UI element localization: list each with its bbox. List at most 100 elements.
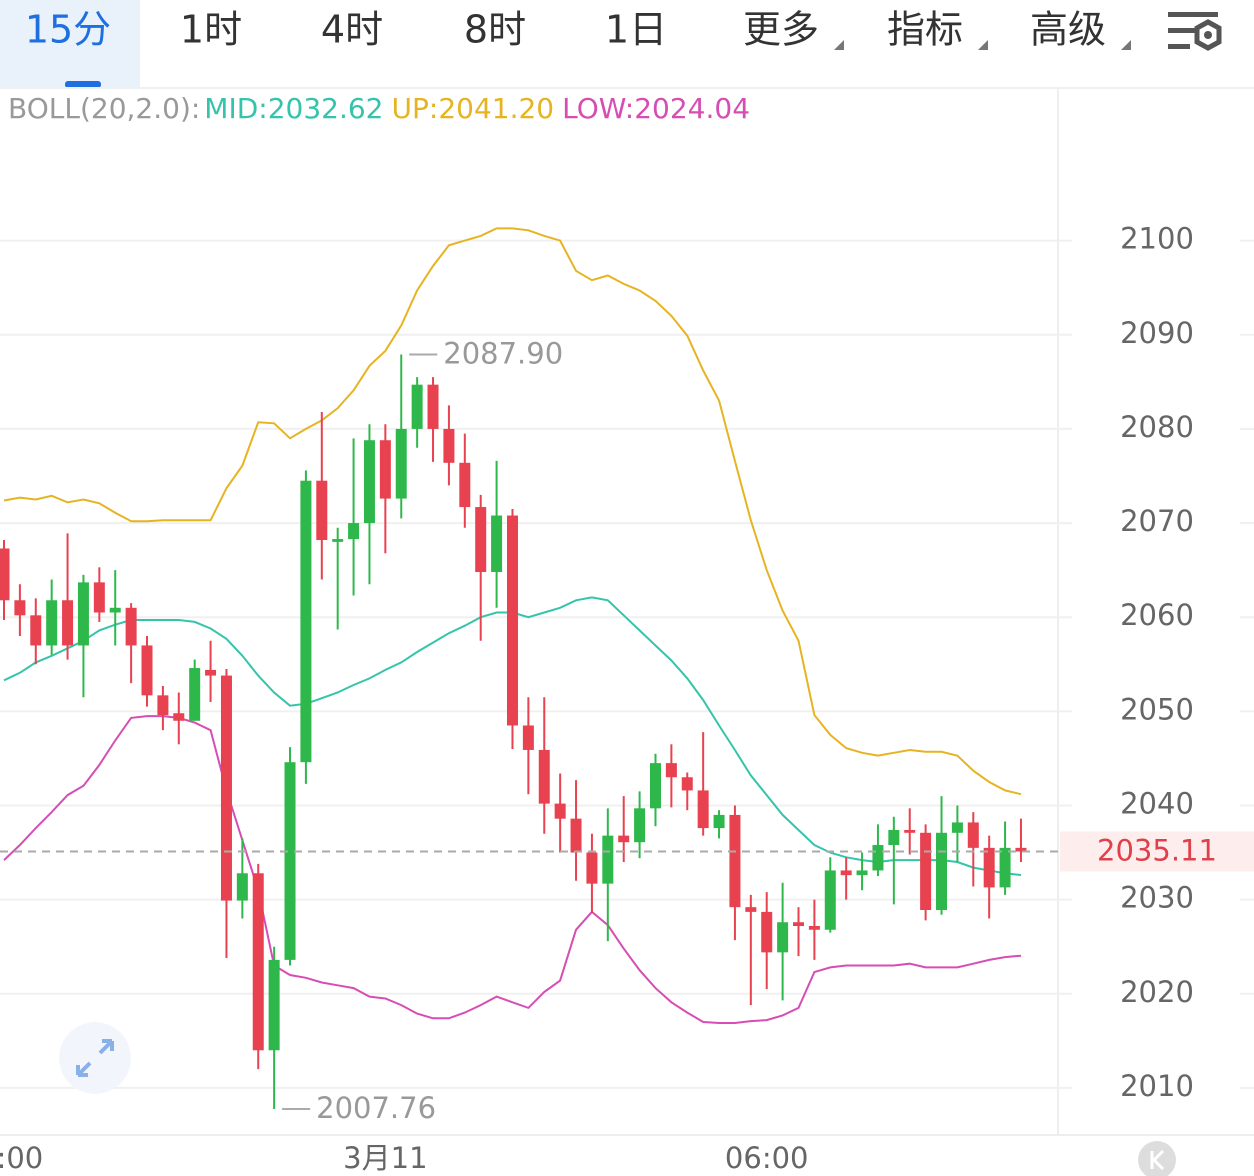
candle-body xyxy=(0,548,10,601)
candle-body xyxy=(840,870,852,876)
candle-body xyxy=(999,847,1011,888)
y-tick-label: 2100 xyxy=(1120,222,1194,256)
candle-body xyxy=(268,959,280,1051)
candle-body xyxy=(967,822,979,848)
candle-body xyxy=(475,507,487,573)
icon-dot xyxy=(1204,31,1212,39)
candle-body xyxy=(93,582,105,613)
indicator-up: UP:2041.20 xyxy=(392,92,555,125)
candle-body xyxy=(284,762,296,960)
candle-body xyxy=(745,907,757,912)
tab-underline xyxy=(65,81,101,88)
expand-button[interactable] xyxy=(59,1022,131,1094)
candle-body xyxy=(427,384,439,429)
last-price-label: 2035.11 xyxy=(1097,834,1217,868)
dropdown-mark xyxy=(1121,40,1131,50)
candle-body xyxy=(236,873,248,901)
candle-body xyxy=(824,870,836,930)
candle-body xyxy=(348,523,360,540)
candle-body xyxy=(808,926,820,930)
candle-body xyxy=(538,749,550,804)
candle-body xyxy=(459,462,471,508)
candle-body xyxy=(554,803,566,819)
settings-icon[interactable] xyxy=(1168,12,1222,51)
dropdown-mark xyxy=(978,40,988,50)
tab[interactable]: 更多 xyxy=(743,8,819,52)
candle-body xyxy=(665,763,677,778)
candle-body xyxy=(300,480,312,763)
candle-body xyxy=(411,384,423,429)
candle-body xyxy=(157,695,169,716)
candle-body xyxy=(920,832,932,910)
candle-body xyxy=(205,669,217,676)
candle-body xyxy=(14,600,26,616)
annotation-label: 2087.90 xyxy=(443,337,563,371)
scroll-icon xyxy=(1150,1149,1165,1171)
tab[interactable]: 1时 xyxy=(180,8,242,52)
plot: 2010 2020 2030 2040 2050 2060 2070 2080 2090 2100… xyxy=(0,222,1254,1175)
candle-body xyxy=(697,790,709,829)
candle-body xyxy=(936,832,948,910)
x-tick-label: 06:00 xyxy=(725,1141,809,1175)
y-tick-label: 2050 xyxy=(1120,692,1194,726)
candle-body xyxy=(586,852,598,884)
candle-body xyxy=(777,922,789,953)
candle-body xyxy=(856,870,868,876)
indicator-low: LOW:2024.04 xyxy=(562,92,750,125)
tab[interactable]: 高级 xyxy=(1030,8,1106,52)
candle-body xyxy=(316,480,328,541)
y-tick-label: 2020 xyxy=(1120,975,1194,1009)
candle-body xyxy=(173,713,185,721)
candle-body xyxy=(793,922,804,926)
candle-body xyxy=(379,440,391,499)
tab[interactable]: 4时 xyxy=(321,8,383,52)
tab[interactable]: 1日 xyxy=(605,8,667,52)
y-tick-label: 2010 xyxy=(1120,1069,1194,1103)
expand-icon xyxy=(76,1039,114,1077)
candle-body xyxy=(252,873,264,1051)
candle-body xyxy=(332,539,344,542)
tab[interactable]: 指标 xyxy=(887,8,963,52)
y-tick-label: 2070 xyxy=(1120,504,1194,538)
indicator-mid: MID:2032.62 xyxy=(204,92,383,125)
candle-body xyxy=(951,822,963,833)
candle-body xyxy=(522,725,534,750)
icon-bar xyxy=(1168,28,1196,33)
dropdown-mark xyxy=(834,40,844,50)
candle-body xyxy=(125,607,137,646)
candle-body xyxy=(220,675,232,901)
candle-body xyxy=(77,582,89,646)
candle-body xyxy=(618,835,630,843)
tab[interactable]: 15分 xyxy=(25,8,111,52)
candle-body xyxy=(983,847,995,888)
indicator-label: BOLL(20,2.0): xyxy=(8,92,200,125)
y-tick-label: 2090 xyxy=(1120,316,1194,350)
candle-body xyxy=(602,835,614,884)
annotation-label: 2007.76 xyxy=(316,1091,436,1125)
candle-body xyxy=(30,615,42,646)
candle-body xyxy=(109,607,121,613)
x-tick-label: :00 xyxy=(0,1141,43,1175)
candle-body xyxy=(62,600,74,646)
x-tick-label: 3月11 xyxy=(343,1141,427,1175)
candle-body xyxy=(872,845,884,871)
selected-tab-bg xyxy=(0,0,140,88)
candle-body xyxy=(904,829,916,833)
candle-body xyxy=(46,600,58,646)
tab[interactable]: 8时 xyxy=(464,8,526,52)
y-tick-label: 2060 xyxy=(1120,598,1194,632)
tab-bar: 15分 1时 4时 8时 1日 更多 指标 高级 xyxy=(25,8,1131,52)
candle-body xyxy=(189,668,201,721)
candle-body xyxy=(681,777,693,791)
candle-body xyxy=(491,515,503,573)
indicator-legend: BOLL(20,2.0): MID:2032.62 UP:2041.20 LOW:20… xyxy=(8,92,750,125)
icon-bar xyxy=(1168,12,1218,17)
candle-body xyxy=(506,515,518,726)
y-tick-label: 2080 xyxy=(1120,410,1194,444)
icon-hex xyxy=(1194,19,1222,51)
y-tick-label: 2030 xyxy=(1120,881,1194,915)
candle-body xyxy=(363,440,375,524)
candle-body xyxy=(395,428,407,499)
candle-body xyxy=(634,808,646,843)
